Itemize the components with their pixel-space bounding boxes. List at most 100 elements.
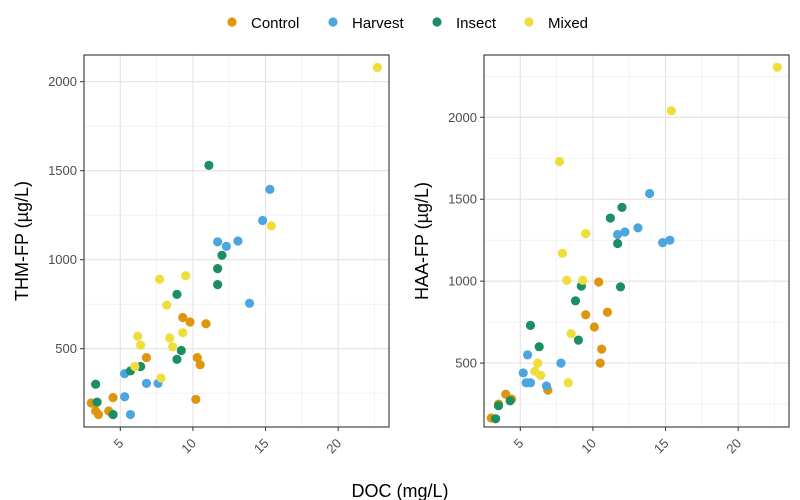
point-control <box>191 394 201 405</box>
y-tick-label: 500 <box>55 341 77 356</box>
x-tick-label: 20 <box>723 436 744 457</box>
point-harvest <box>141 378 152 388</box>
legend-key-harvest <box>328 17 338 27</box>
point-mixed <box>154 274 165 284</box>
point-mixed <box>266 221 276 231</box>
point-mixed <box>562 275 572 285</box>
point-mixed <box>772 62 782 72</box>
point-harvest <box>258 215 268 226</box>
point-harvest <box>120 392 130 402</box>
point-harvest <box>633 223 643 233</box>
x-tick-label: 5 <box>511 436 527 452</box>
point-harvest <box>213 237 223 247</box>
point-mixed <box>181 271 191 281</box>
point-harvest <box>613 229 623 240</box>
point-mixed <box>156 373 166 383</box>
point-mixed <box>133 331 143 341</box>
y-tick-label: 2000 <box>448 110 477 125</box>
point-control <box>192 352 202 363</box>
point-harvest <box>233 236 243 246</box>
point-insect <box>493 401 504 411</box>
point-mixed <box>130 361 140 372</box>
point-insect <box>617 202 627 213</box>
point-insect <box>613 238 623 249</box>
point-insect <box>573 335 584 345</box>
point-insect <box>176 345 186 356</box>
point-mixed <box>136 340 146 350</box>
point-control <box>602 307 613 317</box>
legend-label-harvest: Harvest <box>352 15 405 32</box>
point-mixed <box>533 358 543 368</box>
point-insect <box>525 320 536 330</box>
point-insect <box>204 160 214 170</box>
legend-label-mixed: Mixed <box>548 15 588 32</box>
x-tick-label: 20 <box>323 436 344 457</box>
point-insect <box>213 263 223 274</box>
x-tick-label: 10 <box>578 436 599 457</box>
y-tick-label: 500 <box>455 356 477 371</box>
point-mixed <box>666 106 676 116</box>
point-mixed <box>167 342 178 352</box>
point-insect <box>108 409 118 420</box>
legend-key-control <box>227 17 237 27</box>
point-mixed <box>554 156 565 167</box>
point-control <box>594 277 604 287</box>
point-mixed <box>566 328 576 339</box>
point-mixed <box>536 370 546 380</box>
x-tick-label: 15 <box>251 436 272 457</box>
point-harvest <box>665 235 675 245</box>
point-insect <box>213 280 223 290</box>
x-tick-label: 5 <box>111 436 127 452</box>
point-mixed <box>178 328 188 338</box>
plot-background <box>484 55 789 427</box>
point-mixed <box>563 378 573 388</box>
point-control <box>195 360 205 370</box>
x-axis-title: DOC (mg/L) <box>351 481 448 500</box>
haa-fp-panel: 5 10 15 20 500 1000 1500 2000 HAA-FP (µg/L) <box>412 54 790 457</box>
point-insect <box>91 379 101 389</box>
point-harvest <box>244 298 255 308</box>
point-harvest <box>525 378 536 388</box>
point-control <box>178 312 188 323</box>
y-tick-label: 1000 <box>448 274 477 289</box>
panel-border <box>83 54 390 428</box>
point-insect <box>570 296 581 306</box>
x-tick-label: 10 <box>178 436 199 457</box>
point-control <box>141 352 152 363</box>
point-control <box>581 310 591 320</box>
point-insect <box>217 250 227 260</box>
point-insect <box>172 289 182 299</box>
point-mixed <box>372 62 382 73</box>
thm-fp-y-axis-title: THM-FP (µg/L) <box>12 181 32 301</box>
panel-border <box>483 54 790 428</box>
point-insect <box>172 354 182 364</box>
haa-fp-y-axis-title: HAA-FP (µg/L) <box>412 182 432 300</box>
thm-fp-panel: 5 10 15 20 500 1000 1500 2000 THM-FP (µg/L) <box>12 54 390 457</box>
point-mixed <box>581 229 591 239</box>
point-harvest <box>125 409 136 420</box>
legend-key-insect <box>432 17 442 27</box>
point-control <box>589 322 599 332</box>
point-mixed <box>557 248 568 258</box>
point-mixed <box>578 275 588 285</box>
point-insect <box>92 397 102 407</box>
point-insect <box>505 396 515 406</box>
point-harvest <box>522 350 533 360</box>
point-control <box>93 409 104 420</box>
point-control <box>185 317 195 327</box>
legend: Control Harvest Insect Mixed <box>227 15 588 32</box>
point-mixed <box>165 333 175 343</box>
legend-label-insect: Insect <box>456 15 497 32</box>
point-insect <box>491 414 501 424</box>
point-mixed <box>162 300 172 310</box>
point-harvest <box>518 368 528 378</box>
point-insect <box>605 213 615 223</box>
point-harvest <box>541 381 552 391</box>
point-insect <box>615 282 626 292</box>
legend-key-mixed <box>524 17 534 27</box>
point-harvest <box>556 358 566 368</box>
y-tick-label: 1500 <box>48 163 77 178</box>
point-harvest <box>658 238 668 248</box>
point-insect <box>534 342 544 352</box>
